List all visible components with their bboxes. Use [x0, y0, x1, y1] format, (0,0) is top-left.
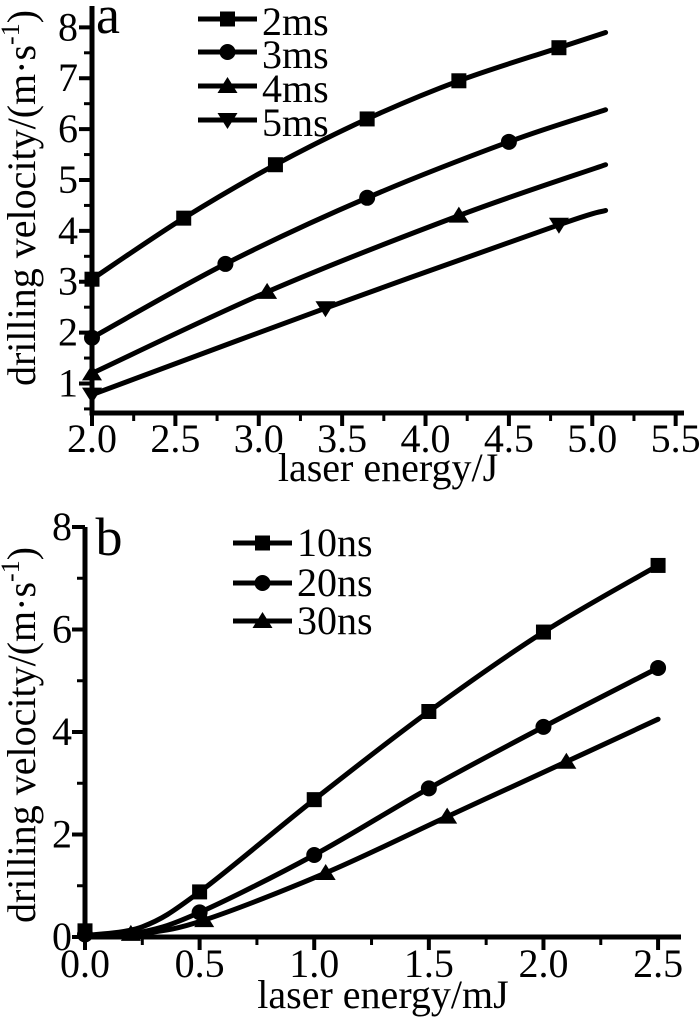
marker-circle-3ms — [500, 133, 517, 150]
marker-square-10ns — [421, 704, 437, 719]
legend-label-30ns: 30ns — [297, 598, 373, 643]
y-tick-label: 1 — [58, 360, 78, 405]
x-axis-label: laser energy/mJ — [257, 972, 508, 1017]
y-tick-label: 5 — [58, 157, 78, 202]
marker-triangle-up-30ns — [194, 911, 215, 928]
x-tick-label: 1.0 — [289, 941, 339, 986]
marker-circle-20ns — [535, 718, 552, 735]
y-tick-label: 7 — [58, 55, 78, 100]
x-tick-label: 2.5 — [150, 416, 200, 461]
legend-marker-10ns — [255, 535, 270, 551]
panel-letter-b: b — [96, 507, 123, 567]
x-tick-label: 2.0 — [518, 941, 568, 986]
marker-triangle-up-30ns — [437, 807, 458, 824]
marker-triangle-down-5ms — [82, 387, 102, 404]
series-curve-3ms — [89, 107, 609, 341]
x-tick-label: 0.0 — [60, 941, 110, 986]
series-curve-2ms — [89, 30, 609, 282]
marker-square-2ms — [84, 271, 100, 287]
marker-triangle-up-4ms — [257, 282, 278, 299]
y-tick-label: 0 — [52, 914, 72, 959]
panel-letter-a: a — [96, 0, 120, 45]
marker-circle-3ms — [84, 329, 100, 346]
y-tick-label: 6 — [52, 607, 72, 652]
y-tick-label: 3 — [58, 259, 78, 304]
y-tick-label: 2 — [52, 812, 72, 857]
marker-square-10ns — [650, 557, 666, 573]
legend-label-4ms: 4ms — [262, 66, 329, 111]
y-tick-label: 2 — [58, 310, 78, 355]
series-curve-4ms — [89, 162, 609, 376]
x-axis-label: laser energy/J — [278, 445, 498, 490]
marker-triangle-down-5ms — [548, 217, 569, 234]
legend-label-10ns: 10ns — [297, 520, 373, 565]
x-tick-label: 3.0 — [234, 416, 284, 461]
legend-label-3ms: 3ms — [262, 32, 329, 77]
y-tick-label: 8 — [52, 504, 72, 549]
marker-triangle-up-30ns — [120, 924, 141, 941]
marker-triangle-up-4ms — [82, 364, 102, 381]
chart-panel-b: 0.0 0.5 1.0 1.5 2.0 2.5 0 2 4 6 8 laser energy/mJ dr… — [0, 504, 683, 1017]
marker-square-2ms — [359, 111, 375, 127]
marker-square-10ns — [535, 624, 551, 640]
legend-marker-30ns — [252, 612, 273, 628]
marker-circle-20ns — [650, 659, 667, 676]
marker-circle-3ms — [359, 189, 376, 206]
series-curve-20ns — [82, 665, 661, 939]
marker-circle-20ns — [306, 847, 323, 863]
marker-square-10ns — [192, 884, 208, 900]
legend-marker-4ms — [217, 77, 238, 93]
series-curve-5ms — [89, 208, 609, 398]
marker-circle-3ms — [217, 255, 234, 272]
y-tick-label: 4 — [52, 709, 72, 754]
x-tick-label: 5.5 — [651, 416, 700, 461]
x-tick-label: 4.0 — [401, 416, 451, 461]
x-tick-label: 5.0 — [567, 416, 617, 461]
y-tick-label: 6 — [58, 106, 78, 151]
axis-spines — [82, 527, 681, 940]
marker-square-2ms — [267, 157, 283, 173]
legend-label-2ms: 2ms — [262, 0, 329, 44]
x-tick-label: 1.5 — [404, 941, 454, 986]
x-tick-label: 2.5 — [633, 941, 683, 986]
legend-marker-5ms — [217, 113, 238, 129]
marker-square-2ms — [551, 40, 567, 56]
legend-marker-2ms — [220, 11, 235, 27]
marker-triangle-up-30ns — [315, 863, 336, 880]
legend-label-20ns: 20ns — [297, 560, 373, 605]
marker-triangle-up-4ms — [448, 206, 469, 223]
legend-marker-20ns — [254, 575, 271, 591]
y-axis-label: drilling velocity/(m·s-1) — [0, 10, 44, 386]
y-tick-label: 4 — [58, 208, 78, 253]
marker-triangle-up-30ns — [556, 752, 577, 769]
marker-square-2ms — [451, 73, 467, 89]
x-tick-label: 2.0 — [67, 416, 117, 461]
legend-marker-3ms — [219, 44, 236, 60]
y-axis-label: drilling velocity/(m·s-1) — [0, 547, 44, 923]
marker-square-10ns — [306, 792, 322, 808]
x-tick-label: 3.5 — [317, 416, 367, 461]
marker-circle-20ns — [420, 780, 437, 797]
legend-label-5ms: 5ms — [262, 100, 329, 145]
x-tick-label: 0.5 — [175, 941, 225, 986]
chart-panel-a: 2.0 2.5 3.0 3.5 4.0 4.5 5.0 5.5 1 2 3 4 5 6 7 8 laser en… — [0, 0, 700, 490]
x-tick-label: 4.5 — [484, 416, 534, 461]
y-tick-label: 8 — [58, 4, 78, 49]
marker-square-2ms — [176, 210, 192, 226]
axis-spines — [89, 6, 684, 416]
marker-triangle-down-5ms — [315, 301, 336, 318]
